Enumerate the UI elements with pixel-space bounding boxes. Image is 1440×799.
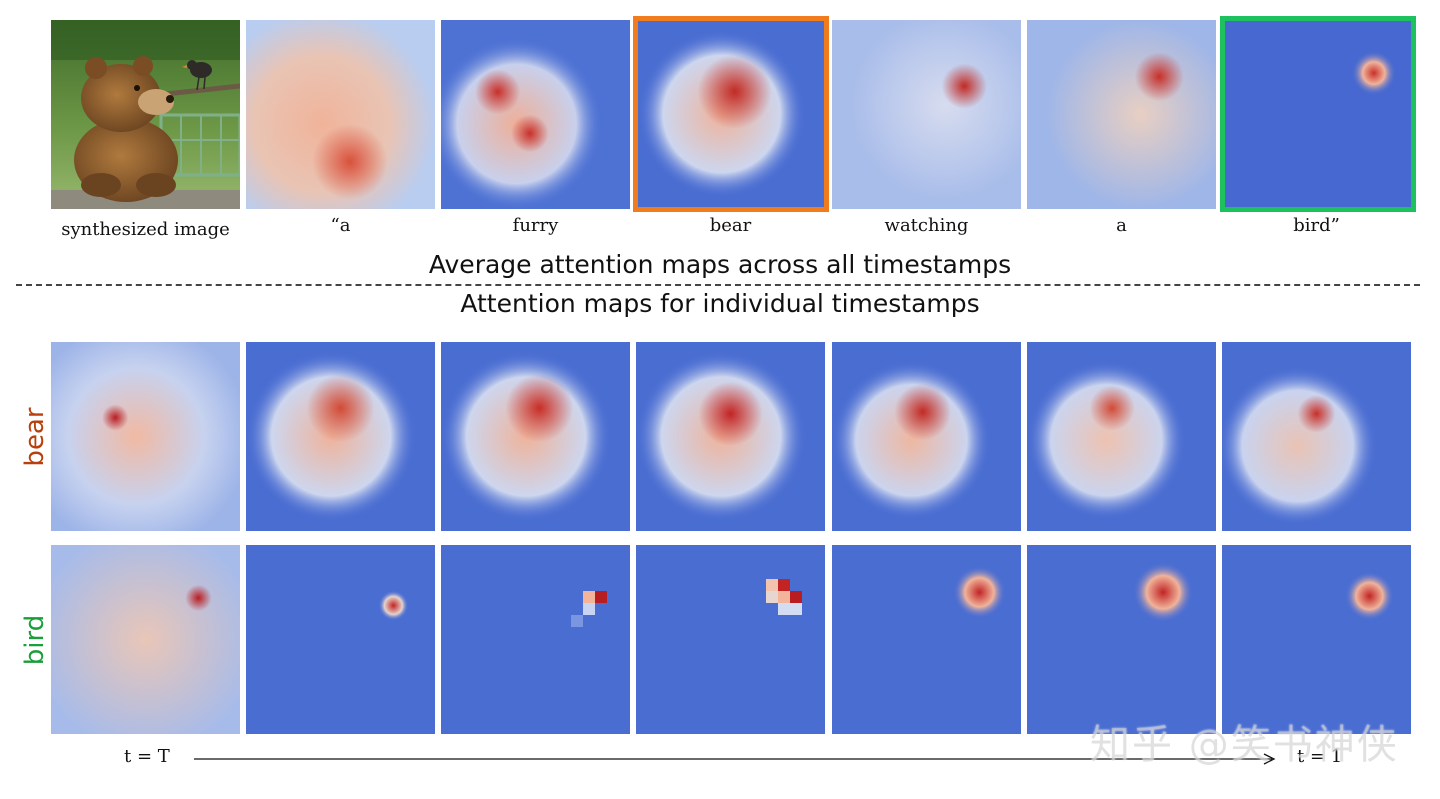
bear-map-t3 [441,342,630,531]
timeline-start-label: t = T [124,746,170,767]
caption-token-a: a [1116,215,1127,236]
heading-individual-timestamps: Attention maps for individual timestamps [460,289,980,318]
attention-map-bird [1220,16,1416,212]
caption-token-furry: furry [512,215,559,236]
dashed-divider [16,284,1420,286]
bird-map-t3 [441,545,630,734]
bird-map-t6 [1027,545,1216,734]
bear-map-t7 [1222,342,1411,531]
attention-map-a [1027,20,1216,209]
caption-token-bear: bear [709,215,752,236]
caption-synthesized-image: synthesized image [61,219,230,240]
timeline-end-label: t = 1 [1297,746,1343,767]
bear-and-bird-illustration [51,20,240,209]
bird-map-t5 [832,545,1021,734]
bear-map-t4 [636,342,825,531]
bear-map-t6 [1027,342,1216,531]
bird-map-t4 [636,545,825,734]
caption-token-bird: bird” [1293,215,1340,236]
attention-map-bear [633,16,829,212]
bird-map-t7 [1222,545,1411,734]
bird-map-t2 [246,545,435,734]
watermark: 知乎 @笑书神侠 [1090,722,1399,768]
heading-average-attention: Average attention maps across all timest… [428,250,1012,279]
attention-map-a-open [246,20,435,209]
attention-map-watching [832,20,1021,209]
bear-map-t1 [51,342,240,531]
caption-token-a-open: “a [330,215,351,236]
bear-map-t5 [832,342,1021,531]
caption-token-watching: watching [884,215,969,236]
attention-map-furry [441,20,630,209]
bear-map-t2 [246,342,435,531]
row-label-bird: bird [20,614,50,666]
timeline-arrow [194,753,1276,765]
synthesized-image [51,20,240,209]
row-label-bear: bear [20,407,50,467]
bird-map-t1 [51,545,240,734]
